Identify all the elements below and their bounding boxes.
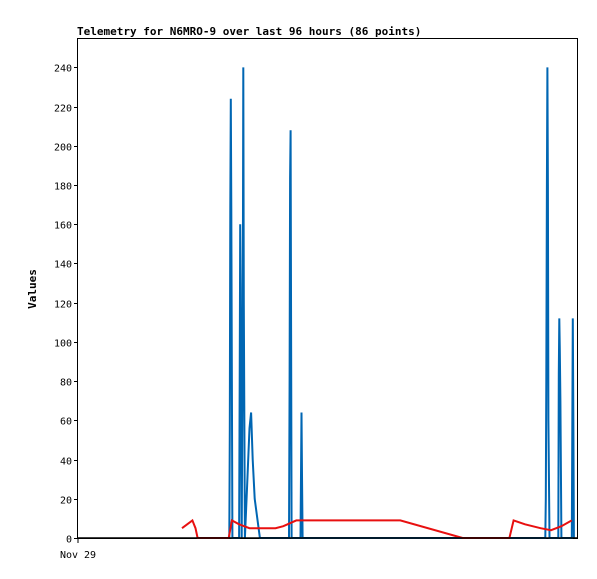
- series-line-blue: [228, 67, 575, 539]
- y-tick-label: 120: [54, 300, 72, 311]
- y-tick-label: 160: [54, 221, 72, 232]
- x-axis: Nov 29: [60, 538, 96, 561]
- y-tick-label: 200: [54, 143, 72, 154]
- y-tick-label: 60: [60, 417, 72, 428]
- y-axis: 0 20 40 60 80 100 120 140 160 180 200 220 240: [54, 64, 78, 546]
- y-tick-label: 180: [54, 182, 72, 193]
- y-tick-label: 100: [54, 339, 72, 350]
- y-tick-label: 0: [66, 535, 72, 546]
- series-line-red: [181, 518, 573, 539]
- y-tick-label: 40: [60, 457, 72, 468]
- y-axis-label: Values: [26, 269, 39, 309]
- y-tick-label: 140: [54, 260, 72, 271]
- y-tick-label: 20: [60, 496, 72, 507]
- y-tick-label: 220: [54, 104, 72, 115]
- y-tick-label: 240: [54, 64, 72, 75]
- y-tick-label: 80: [60, 378, 72, 389]
- series-layer: [78, 67, 577, 539]
- chart-title: Telemetry for N6MRO-9 over last 96 hours…: [77, 25, 421, 38]
- x-tick-label: Nov 29: [60, 550, 96, 561]
